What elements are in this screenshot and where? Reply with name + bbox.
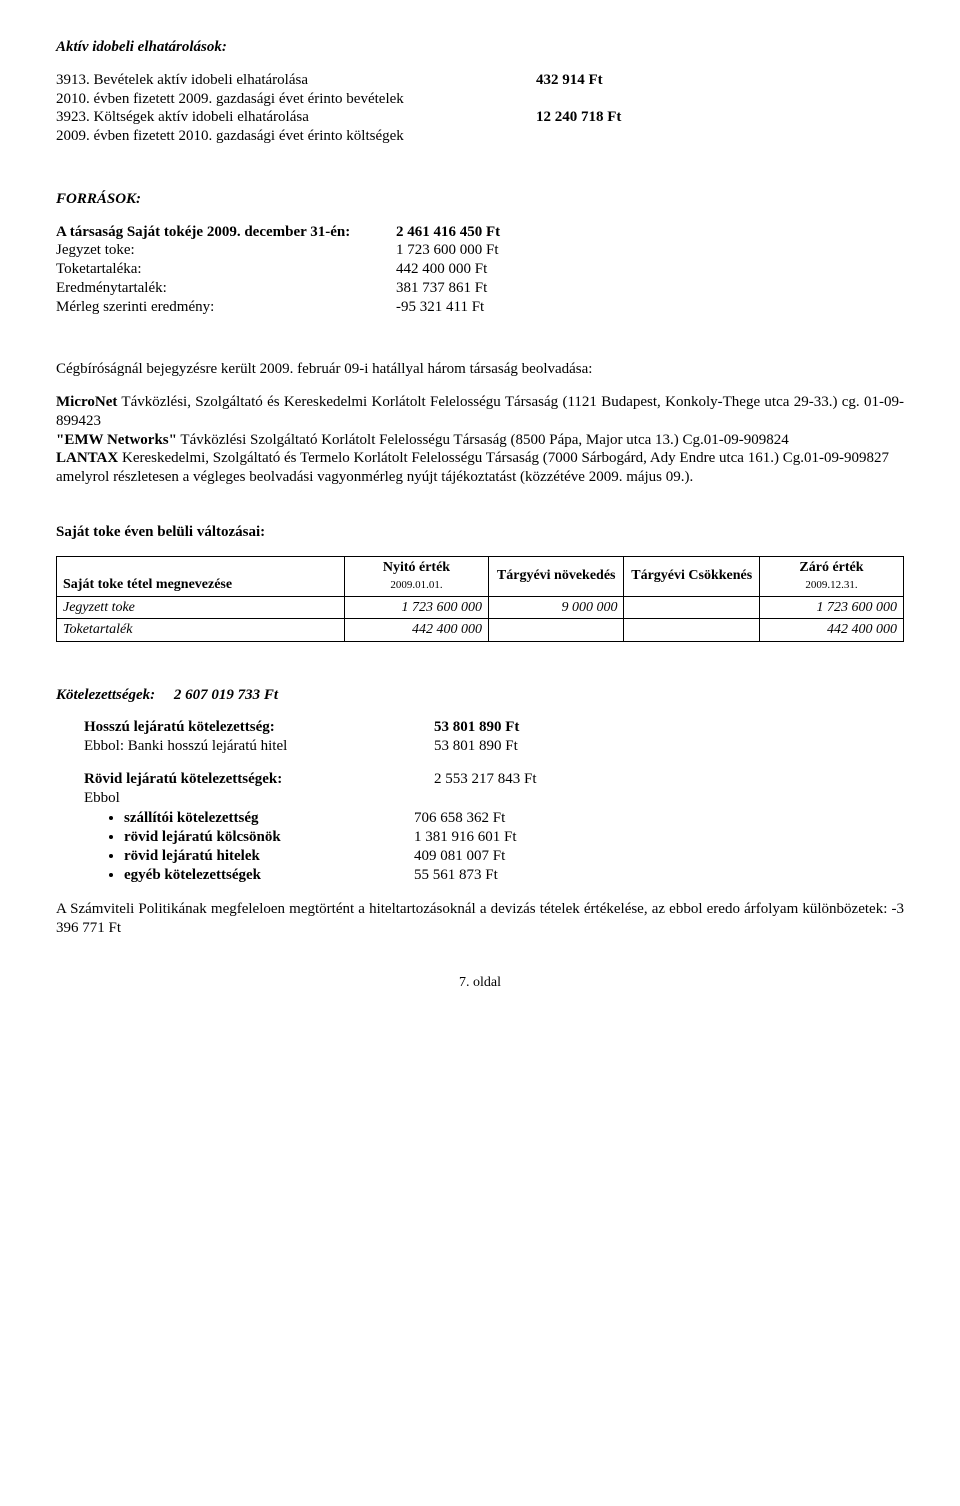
aktiv-row: 3913. Bevételek aktív idobeli elhatárolá… [56,71,904,90]
cell-close: 442 400 000 [759,619,903,642]
forras-row-label: Toketartaléka: [56,260,396,279]
table-row: Jegyzett toke 1 723 600 000 9 000 000 1 … [57,596,904,619]
forras-row-value: -95 321 411 Ft [396,298,904,317]
kotelezettsegek-heading-label: Kötelezettségek: [56,687,155,703]
hosszu-sub-value: 53 801 890 Ft [434,737,904,756]
forras-row-label: Eredménytartalék: [56,279,396,298]
bullet-value: 409 081 007 Ft [414,847,904,866]
cegbir-p3-rest: Kereskedelmi, Szolgáltató és Termelo Kor… [118,450,889,466]
aktiv-row: 3923. Költségek aktív idobeli elhatárolá… [56,108,904,127]
aktiv-row-label: 2009. évben fizetett 2010. gazdasági éve… [56,127,536,146]
cegbir-p2-rest: Távközlési Szolgáltató Korlátolt Felelos… [177,432,789,448]
cegbir-p1: MicroNet Távközlési, Szolgáltató és Kere… [56,393,904,431]
cell-close: 1 723 600 000 [759,596,903,619]
bullet-label: szállítói kötelezettség [124,809,414,828]
aktiv-row-value: 12 240 718 Ft [536,108,904,127]
kotelezettsegek-closing: A Számviteli Politikának megfeleloen meg… [56,900,904,938]
cell-dec [624,619,760,642]
rovid-value: 2 553 217 843 Ft [434,770,904,789]
bullet-label: egyéb kötelezettségek [124,866,414,885]
forras-row: Mérleg szerinti eredmény: -95 321 411 Ft [56,298,904,317]
forras-lead-label: A társaság Saját tokéje 2009. december 3… [56,223,396,242]
cegbir-p3: LANTAX Kereskedelmi, Szolgáltató és Term… [56,449,904,468]
cegbir-p2-name: "EMW Networks" [56,432,177,448]
forrasok-heading: FORRÁSOK: [56,190,904,209]
kotelezettsegek-heading-value: 2 607 019 733 Ft [174,687,278,703]
bullet-value: 55 561 873 Ft [414,866,904,885]
cell-label: Jegyzett toke [57,596,345,619]
th-nyito: Nyitó érték 2009.01.01. [344,556,488,596]
forras-row-value: 381 737 861 Ft [396,279,904,298]
rovid-bullet-list: szállítói kötelezettség 706 658 362 Ft r… [108,809,904,884]
sajat-table-heading: Saját toke éven belüli változásai: [56,523,904,542]
bullet-label: rövid lejáratú hitelek [124,847,414,866]
ebbol-label: Ebbol [84,789,904,808]
forras-row: Jegyzet toke: 1 723 600 000 Ft [56,241,904,260]
list-item: szállítói kötelezettség 706 658 362 Ft [124,809,904,828]
cegbir-p1-rest: Távközlési, Szolgáltató és Kereskedelmi … [56,394,904,429]
rovid-label: Rövid lejáratú kötelezettségek: [84,770,434,789]
cell-inc [488,619,624,642]
aktiv-row: 2010. évben fizetett 2009. gazdasági éve… [56,90,904,109]
table-header-row: Saját toke tétel megnevezése Nyitó érték… [57,556,904,596]
aktiv-row-value [536,127,904,146]
cegbir-p2: "EMW Networks" Távközlési Szolgáltató Ko… [56,431,904,450]
aktiv-row-label: 3913. Bevételek aktív idobeli elhatárolá… [56,71,536,90]
aktiv-row-label: 2010. évben fizetett 2009. gazdasági éve… [56,90,536,109]
bullet-label: rövid lejáratú kölcsönök [124,828,414,847]
bullet-value: 1 381 916 601 Ft [414,828,904,847]
cegbir-p4: amelyrol részletesen a végleges beolvadá… [56,468,904,487]
hosszu-value: 53 801 890 Ft [434,718,904,737]
th-nyito-sub: 2009.01.01. [390,579,442,591]
cell-dec [624,596,760,619]
cell-open: 1 723 600 000 [344,596,488,619]
th-nyito-label: Nyitó érték [383,560,450,575]
forras-row: Eredménytartalék: 381 737 861 Ft [56,279,904,298]
th-zaro: Záró érték 2009.12.31. [759,556,903,596]
hosszu-sub-label: Ebbol: Banki hosszú lejáratú hitel [84,737,434,756]
cell-open: 442 400 000 [344,619,488,642]
rovid-row: Rövid lejáratú kötelezettségek: 2 553 21… [84,770,904,789]
hosszu-label: Hosszú lejáratú kötelezettség: [84,718,434,737]
th-novekedes: Tárgyévi növekedés [488,556,624,596]
th-zaro-label: Záró érték [799,560,863,575]
th-megnevezes: Saját toke tétel megnevezése [57,556,345,596]
cegbir-p3-name: LANTAX [56,450,118,466]
th-csokkenes: Tárgyévi Csökkenés [624,556,760,596]
aktiv-row-label: 3923. Költségek aktív idobeli elhatárolá… [56,108,536,127]
forras-row: Toketartaléka: 442 400 000 Ft [56,260,904,279]
forras-lead-row: A társaság Saját tokéje 2009. december 3… [56,223,904,242]
sajat-toke-table: Saját toke tétel megnevezése Nyitó érték… [56,556,904,642]
table-row: Toketartalék 442 400 000 442 400 000 [57,619,904,642]
forras-row-value: 1 723 600 000 Ft [396,241,904,260]
aktiv-row-value [536,90,904,109]
list-item: rövid lejáratú kölcsönök 1 381 916 601 F… [124,828,904,847]
aktiv-row-value: 432 914 Ft [536,71,904,90]
cegbir-p1-name: MicroNet [56,394,117,410]
hosszu-row: Hosszú lejáratú kötelezettség: 53 801 89… [84,718,904,737]
forras-lead-value: 2 461 416 450 Ft [396,223,904,242]
hosszu-sub-row: Ebbol: Banki hosszú lejáratú hitel 53 80… [84,737,904,756]
cell-inc: 9 000 000 [488,596,624,619]
list-item: egyéb kötelezettségek 55 561 873 Ft [124,866,904,885]
forras-row-label: Mérleg szerinti eredmény: [56,298,396,317]
aktiv-row: 2009. évben fizetett 2010. gazdasági éve… [56,127,904,146]
forras-row-label: Jegyzet toke: [56,241,396,260]
page-footer: 7. oldal [56,974,904,992]
list-item: rövid lejáratú hitelek 409 081 007 Ft [124,847,904,866]
bullet-value: 706 658 362 Ft [414,809,904,828]
cegbir-intro: Cégbíróságnál bejegyzésre került 2009. f… [56,360,904,379]
forras-row-value: 442 400 000 Ft [396,260,904,279]
kotelezettsegek-heading: Kötelezettségek: 2 607 019 733 Ft [56,686,904,705]
th-zaro-sub: 2009.12.31. [805,579,857,591]
cell-label: Toketartalék [57,619,345,642]
aktiv-heading: Aktív idobeli elhatárolások: [56,38,904,57]
